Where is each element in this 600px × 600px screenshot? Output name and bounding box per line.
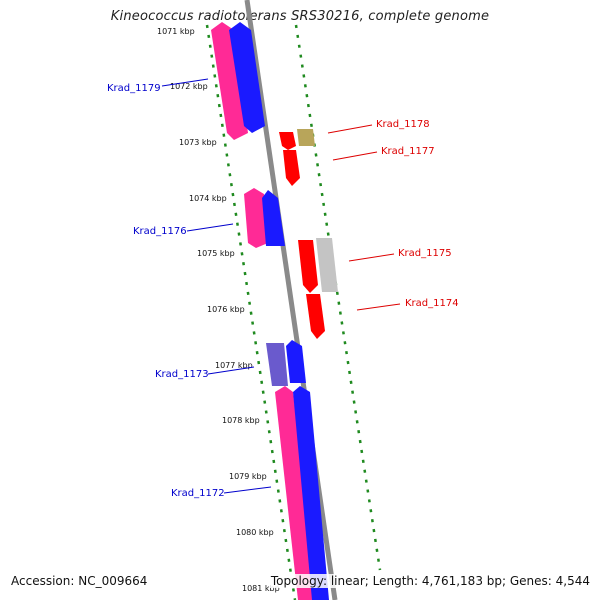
leader-line xyxy=(348,253,395,262)
genome-summary: Topology: linear; Length: 4,761,183 bp; … xyxy=(268,574,592,588)
gene-label-krad-1178[interactable]: Krad_1178 xyxy=(376,119,430,130)
kbp-label: 1076 kbp xyxy=(207,305,245,314)
leader-line xyxy=(207,366,255,375)
kbp-label: 1081 kbp xyxy=(242,584,280,593)
tick-track-left xyxy=(205,24,297,600)
genome-title: Kineococcus radiotolerans SRS30216, comp… xyxy=(110,9,490,24)
gene-krad-1179-pink[interactable] xyxy=(211,22,248,140)
kbp-label: 1077 kbp xyxy=(215,361,253,370)
genome-axis xyxy=(244,0,338,600)
kbp-label: 1079 kbp xyxy=(229,472,267,481)
leader-line xyxy=(161,78,209,87)
gene-krad-1172-pink[interactable] xyxy=(275,386,317,600)
leader-line xyxy=(332,151,378,161)
gene-label-krad-1179[interactable]: Krad_1179 xyxy=(107,83,161,94)
gene-krad-1174-red[interactable] xyxy=(306,294,325,339)
gene-krad-1173-slate[interactable] xyxy=(266,343,288,386)
leader-line xyxy=(356,303,401,311)
gene-label-krad-1173[interactable]: Krad_1173 xyxy=(155,369,209,380)
gene-label-krad-1176[interactable]: Krad_1176 xyxy=(133,226,187,237)
leader-line xyxy=(327,124,373,134)
tick-track-right xyxy=(294,24,382,571)
gene-krad-1175-gray[interactable] xyxy=(316,238,338,292)
gene-label-krad-1174[interactable]: Krad_1174 xyxy=(405,298,459,309)
gene-label-krad-1172[interactable]: Krad_1172 xyxy=(171,488,225,499)
kbp-label: 1074 kbp xyxy=(189,194,227,203)
kbp-label: 1073 kbp xyxy=(179,138,217,147)
scale-ticks xyxy=(205,24,382,600)
gene-label-krad-1175[interactable]: Krad_1175 xyxy=(398,248,452,259)
gene-krad-1176-pink[interactable] xyxy=(244,188,268,248)
kbp-label: 1072 kbp xyxy=(170,82,208,91)
leader-line xyxy=(186,223,234,232)
accession-label: Accession: NC_009664 xyxy=(9,574,150,588)
kbp-label: 1080 kbp xyxy=(236,528,274,537)
kbp-label: 1078 kbp xyxy=(222,416,260,425)
gene-krad-1179-blue[interactable] xyxy=(229,22,265,133)
gene-krad-1176-blue[interactable] xyxy=(262,190,285,246)
gene-krad-1172-blue[interactable] xyxy=(293,386,329,600)
leader-line xyxy=(223,486,272,494)
gene-krad-1177-red[interactable] xyxy=(283,150,300,186)
gene-krad-1178-olive[interactable] xyxy=(297,129,315,146)
gene-label-krad-1177[interactable]: Krad_1177 xyxy=(381,146,435,157)
kbp-label: 1071 kbp xyxy=(157,27,195,36)
kbp-label: 1075 kbp xyxy=(197,249,235,258)
gene-krad-1175-red[interactable] xyxy=(298,240,318,293)
gene-krad-1178-red[interactable] xyxy=(279,132,296,150)
gene-krad-1173-blue[interactable] xyxy=(286,340,306,383)
